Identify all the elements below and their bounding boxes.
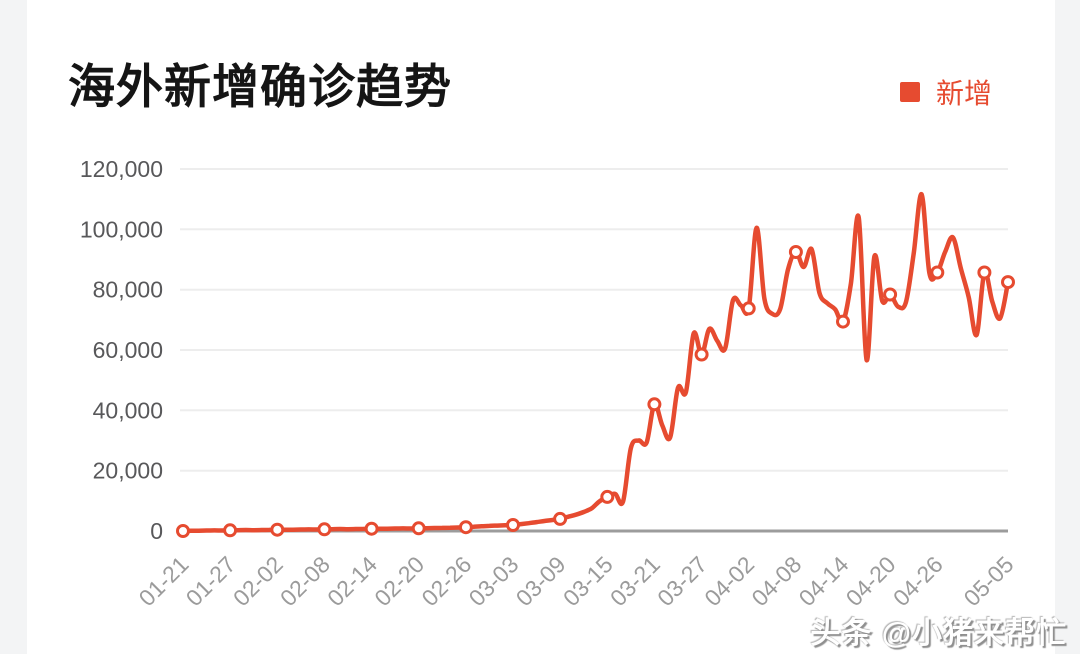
data-point-marker bbox=[694, 347, 709, 362]
legend-swatch-icon bbox=[900, 82, 920, 102]
x-axis-tick-label: 04-02 bbox=[699, 551, 759, 611]
data-point-marker bbox=[317, 522, 332, 537]
x-axis-tick-label: 04-08 bbox=[746, 551, 806, 611]
data-point-marker bbox=[364, 521, 379, 536]
x-axis-tick-label: 03-21 bbox=[605, 551, 665, 611]
x-axis-tick-label: 03-09 bbox=[511, 551, 571, 611]
data-point-marker bbox=[270, 522, 285, 537]
x-axis-tick-label: 04-26 bbox=[888, 551, 948, 611]
data-point-marker bbox=[1001, 275, 1015, 290]
y-axis-tick-label: 40,000 bbox=[93, 397, 163, 423]
y-axis-tick-label: 20,000 bbox=[93, 458, 163, 484]
data-point-marker bbox=[411, 521, 426, 536]
x-axis-tick-label: 02-08 bbox=[275, 551, 335, 611]
x-axis-tick-label: 03-15 bbox=[558, 551, 618, 611]
x-axis-tick-label: 03-03 bbox=[464, 551, 524, 611]
x-axis-tick-label: 02-20 bbox=[369, 551, 429, 611]
x-axis-tick-label: 04-20 bbox=[841, 551, 901, 611]
y-axis-tick-label: 100,000 bbox=[80, 216, 163, 242]
x-axis-tick-label: 02-26 bbox=[416, 551, 476, 611]
data-point-marker bbox=[458, 520, 473, 535]
new-cases-line bbox=[180, 192, 1011, 534]
x-axis-tick-label: 01-27 bbox=[181, 551, 241, 611]
data-point-marker bbox=[600, 489, 615, 504]
data-point-marker bbox=[176, 524, 190, 538]
x-axis-tick-label: 04-14 bbox=[794, 551, 854, 611]
y-axis-tick-label: 120,000 bbox=[80, 156, 163, 182]
data-point-marker bbox=[883, 287, 898, 302]
y-axis-tick-label: 80,000 bbox=[93, 277, 163, 303]
data-point-marker bbox=[741, 301, 756, 316]
data-point-marker bbox=[977, 265, 992, 280]
y-axis-tick-label: 0 bbox=[150, 518, 163, 544]
y-axis-tick-label: 60,000 bbox=[93, 337, 163, 363]
data-point-marker bbox=[506, 518, 520, 532]
watermark: 头条 @小猪来帮忙 bbox=[810, 617, 1067, 650]
data-point-marker bbox=[647, 397, 662, 412]
data-point-marker bbox=[788, 245, 803, 259]
x-axis-tick-label: 03-27 bbox=[652, 551, 712, 611]
x-axis-tick-label: 02-14 bbox=[322, 551, 382, 611]
x-axis-tick-label: 02-02 bbox=[228, 551, 288, 611]
x-axis-tick-label: 05-05 bbox=[959, 551, 1019, 611]
data-point-marker bbox=[223, 523, 238, 538]
x-axis-tick-label: 01-21 bbox=[134, 551, 194, 611]
legend: 新增 bbox=[900, 72, 992, 112]
legend-label: 新增 bbox=[936, 78, 993, 109]
data-point-marker bbox=[836, 314, 850, 329]
data-point-marker bbox=[553, 511, 568, 526]
data-point-marker bbox=[930, 265, 945, 280]
chart-title: 海外新增确诊趋势 bbox=[68, 60, 452, 113]
chart-card bbox=[27, 0, 1055, 654]
